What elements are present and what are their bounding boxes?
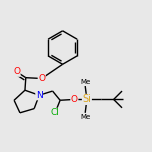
Text: Me: Me bbox=[80, 114, 90, 120]
Text: O: O bbox=[71, 95, 78, 104]
Text: Cl: Cl bbox=[51, 108, 60, 117]
Text: O: O bbox=[38, 74, 45, 83]
Text: N: N bbox=[36, 91, 43, 100]
Text: Me: Me bbox=[80, 79, 90, 85]
Text: O: O bbox=[13, 67, 20, 76]
Text: Si: Si bbox=[82, 94, 91, 104]
